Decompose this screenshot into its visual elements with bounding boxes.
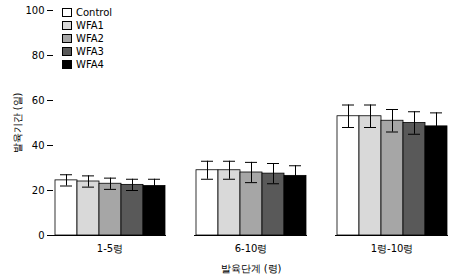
svg-text:20: 20 — [32, 185, 45, 196]
html-text:WFA2: WFA2 — [76, 33, 104, 44]
svg-text:40: 40 — [32, 140, 45, 151]
svg-text:80: 80 — [32, 50, 45, 61]
html-text:Control: Control — [76, 7, 113, 18]
svg-text:60: 60 — [32, 95, 45, 106]
svg-text:발육기간 (일): 발육기간 (일) — [12, 92, 23, 153]
html-text:WFA3: WFA3 — [76, 46, 104, 57]
html-text:WFA1: WFA1 — [76, 20, 104, 31]
svg-text:1-5령: 1-5령 — [97, 243, 123, 254]
html-text:WFA4: WFA4 — [76, 59, 104, 70]
svg-text:1령-10령: 1령-10령 — [371, 243, 414, 254]
svg-text:6-10령: 6-10령 — [235, 243, 268, 254]
svg-text:0: 0 — [38, 230, 44, 241]
svg-text:발육단계 (령): 발육단계 (령) — [221, 263, 282, 274]
svg-text:100: 100 — [25, 5, 44, 16]
